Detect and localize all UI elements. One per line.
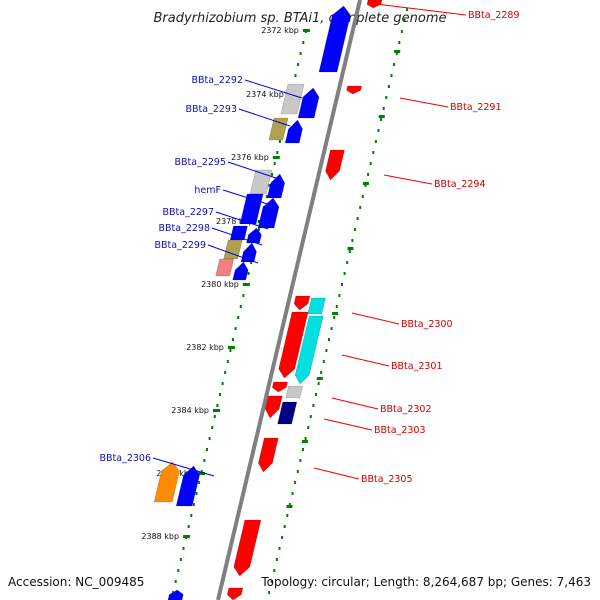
label-leader-line: [331, 397, 379, 410]
label-leader-line: [238, 108, 291, 127]
gene-label-BBta_2297[interactable]: BBta_2297: [162, 207, 214, 218]
gene-arrow-BBta_2306[interactable]: [153, 461, 180, 503]
gene-arrow-BBta_2300[interactable]: [293, 295, 311, 311]
gene-label-BBta_2300[interactable]: BBta_2300: [401, 319, 453, 330]
gene-arrow-unlabeled[interactable]: [297, 87, 320, 119]
kbp-tick-label: 2382 kbp: [186, 343, 224, 352]
gene-label-BBta_2303[interactable]: BBta_2303: [374, 425, 426, 436]
gene-arrow-BBta_2295[interactable]: [249, 169, 273, 195]
kbp-tick-label: 2388 kbp: [141, 532, 179, 541]
gene-arrow-unlabeled[interactable]: [278, 311, 309, 379]
gene-label-BBta_2294[interactable]: BBta_2294: [434, 179, 486, 190]
dotted-guides: [172, 8, 409, 594]
label-leader-line: [399, 97, 449, 108]
label-leader-line: [375, 3, 467, 16]
gene-label-hemF[interactable]: hemF: [194, 185, 221, 196]
label-leader-line: [383, 174, 433, 185]
gene-label-BBta_2305[interactable]: BBta_2305: [361, 474, 413, 485]
kbp-tick-label: 2374 kbp: [246, 90, 284, 99]
minor-tick-mark: [332, 312, 339, 315]
label-leader-line: [152, 457, 215, 477]
gene-label-BBta_2302[interactable]: BBta_2302: [380, 404, 432, 415]
kbp-tick-mark: [227, 346, 235, 349]
label-leader-line: [222, 189, 275, 207]
gene-arrow-BBta_2294[interactable]: [325, 149, 345, 181]
kbp-tick-mark: [272, 156, 280, 159]
gene-arrow-unlabeled[interactable]: [246, 227, 262, 244]
gene-arrow-unlabeled[interactable]: [167, 589, 184, 600]
gene-arrow-unlabeled[interactable]: [232, 261, 249, 281]
gene-arrow-unlabeled[interactable]: [284, 119, 303, 144]
gene-arrow-hemF[interactable]: [239, 193, 264, 225]
minor-tick-mark: [286, 505, 293, 508]
gene-arrow-BBta_2303[interactable]: [277, 401, 298, 425]
gene-label-BBta_2306[interactable]: BBta_2306: [99, 453, 151, 464]
kbp-tick-mark: [183, 535, 191, 538]
gene-arrow-unlabeled[interactable]: [240, 242, 257, 263]
gene-arrow-unlabeled[interactable]: [175, 465, 200, 507]
label-leader-line: [227, 161, 277, 179]
gene-label-BBta_2292[interactable]: BBta_2292: [191, 75, 243, 86]
kbp-tick-mark: [242, 283, 250, 286]
gene-arrow-BBta_2301[interactable]: [294, 315, 324, 385]
minor-tick-mark: [362, 182, 369, 185]
gene-arrow-unlabeled[interactable]: [318, 5, 351, 73]
gene-arrow-BBta_2297[interactable]: [229, 225, 248, 241]
gene-arrows: [153, 0, 383, 600]
gene-arrow-unlabeled[interactable]: [307, 297, 326, 315]
gene-arrow-BBta_2298[interactable]: [223, 239, 243, 260]
kbp-tick-mark: [213, 409, 220, 412]
gene-arrow-BBta_2293[interactable]: [268, 117, 289, 141]
gene-arrow-unlabeled[interactable]: [226, 587, 244, 600]
gene-arrow-unlabeled[interactable]: [264, 395, 283, 419]
label-leader-line: [211, 227, 263, 246]
genome-backbone: [216, 0, 362, 600]
label-leader-line: [244, 79, 303, 99]
accession-label: Accession: NC_009485: [8, 575, 144, 589]
map-title: Bradyrhizobium sp. BTAi1, complete genom…: [153, 11, 446, 26]
kbp-tick-label: 2376 kbp: [231, 153, 269, 162]
label-leader-line: [313, 467, 360, 480]
minor-tick-mark: [316, 377, 323, 380]
kbp-ticks: 2372 kbp 2374 kbp 2376 kbp 2378 kbp 2380 kbp…: [141, 26, 401, 541]
kbp-tick-label: 2372 kbp: [261, 26, 299, 35]
minor-tick-mark: [394, 50, 401, 53]
kbp-tick-label: 2378 kbp: [216, 217, 254, 226]
minor-tick-mark: [301, 440, 308, 443]
topology-label: Topology: circular; Length: 8,264,687 bp…: [260, 575, 591, 589]
kbp-tick-label: 2380 kbp: [201, 280, 239, 289]
gene-arrow-BBta_2289[interactable]: [366, 0, 383, 9]
kbp-tick-mark: [302, 29, 310, 32]
label-leader-line: [351, 312, 400, 325]
gene-arrow-unlabeled[interactable]: [233, 519, 262, 577]
kbp-tick-mark: [198, 472, 205, 475]
gene-label-BBta_2301[interactable]: BBta_2301: [391, 361, 443, 372]
gene-label-BBta_2295[interactable]: BBta_2295: [174, 157, 226, 168]
minor-tick-mark: [347, 247, 354, 250]
label-leader-line: [215, 211, 269, 230]
gene-label-BBta_2289[interactable]: BBta_2289: [468, 10, 520, 21]
gene-arrow-BBta_2302[interactable]: [285, 385, 303, 399]
minor-tick-mark: [378, 115, 385, 118]
gene-arrow-BBta_2299[interactable]: [215, 258, 235, 277]
label-leader-line: [207, 244, 259, 264]
gene-arrow-BBta_2305[interactable]: [258, 437, 279, 473]
gene-label-BBta_2291[interactable]: BBta_2291: [450, 102, 502, 113]
gene-arrow-BBta_2292[interactable]: [280, 83, 305, 115]
gene-label-BBta_2293[interactable]: BBta_2293: [185, 104, 237, 115]
kbp-tick-label: 2384 kbp: [171, 406, 209, 415]
gene-label-BBta_2299[interactable]: BBta_2299: [154, 240, 206, 251]
label-leader-line: [323, 418, 373, 431]
gene-arrow-BBta_2291[interactable]: [346, 85, 362, 95]
gene-arrow-unlabeled[interactable]: [271, 381, 288, 393]
gene-label-BBta_2298[interactable]: BBta_2298: [158, 223, 210, 234]
label-leader-line: [341, 354, 390, 367]
gene-arrow-unlabeled[interactable]: [266, 173, 286, 199]
gene-labels: BBta_2292 BBta_2293 BBta_2295 hemF BBta_2297…: [99, 3, 520, 485]
